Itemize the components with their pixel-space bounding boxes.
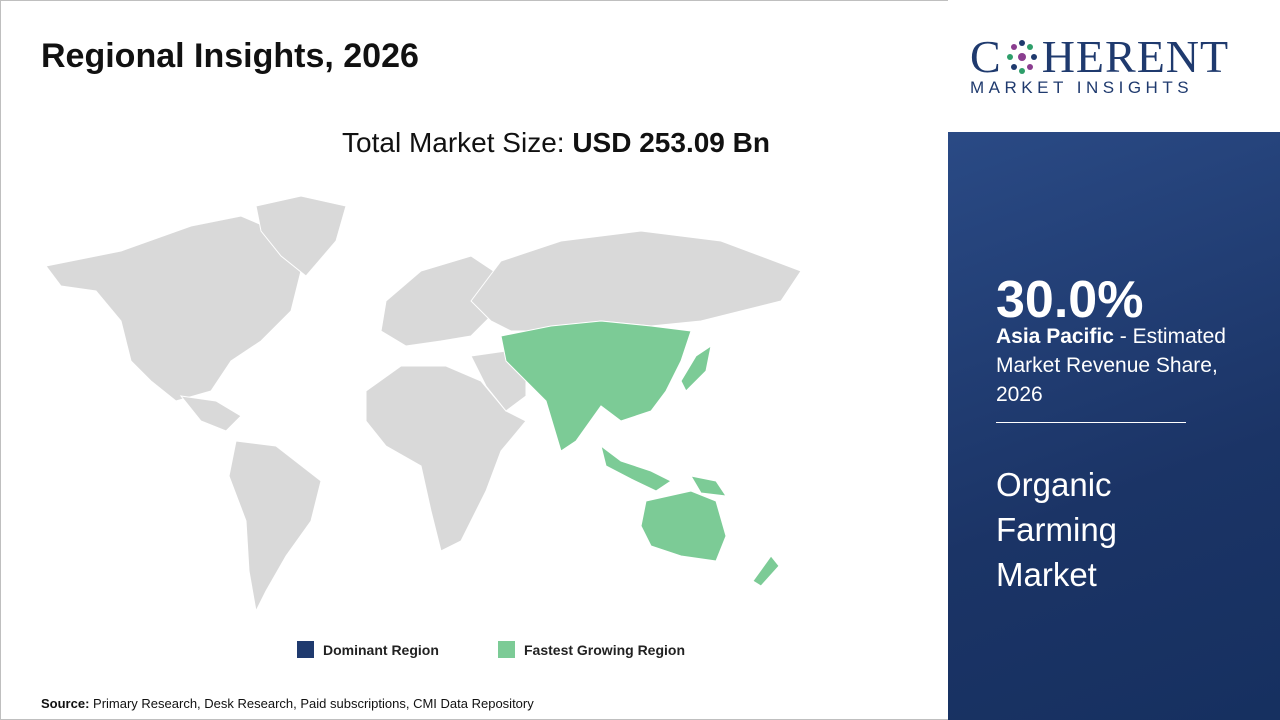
logo-name-end: HERENT [1041,31,1230,82]
legend-fastest: Fastest Growing Region [498,641,685,658]
legend-dominant: Dominant Region [297,641,439,658]
logo-name: C HERENT [970,30,1229,83]
world-map [45,195,802,613]
source: Source: Primary Research, Desk Research,… [41,696,534,711]
logo: C HERENT MARKET INSIGHTS [948,0,1280,132]
market-name: Organic Farming Market [996,466,1118,593]
legend-swatch [498,641,515,658]
logo-tagline: MARKET INSIGHTS [970,78,1194,97]
legend-swatch [297,641,314,658]
logo-globe [1006,39,1037,74]
logo-name-start: C [970,31,1002,82]
content-area: Regional Insights, 2026 Total Market Siz… [0,0,949,720]
share-value: 30.0% [996,271,1144,329]
market-size: Total Market Size: USD 253.09 Bn [1,127,1111,159]
source-label: Source: [41,696,90,711]
source-text: Primary Research, Desk Research, Paid su… [93,696,534,711]
title: Regional Insights, 2026 [41,37,419,75]
description: - Estimated Market Revenue Share, 2026 [996,325,1226,406]
share-description: Asia Pacific - Estimated Market Revenue … [996,322,1246,409]
divider [996,422,1186,423]
legend-label: Dominant Region [323,641,439,658]
legend-label: Fastest Growing Region [524,641,686,658]
region-name: Asia Pacific [996,325,1114,348]
market-size-label: Total Market Size: [342,127,565,158]
market-size-value: USD 253.09 Bn [572,127,770,158]
insight-panel: 30.0% Asia Pacific - Estimated Market Re… [948,132,1280,720]
side-panel: C HERENT MARKET INSIGHTS 30.0% Asia Pacif… [948,0,1280,720]
